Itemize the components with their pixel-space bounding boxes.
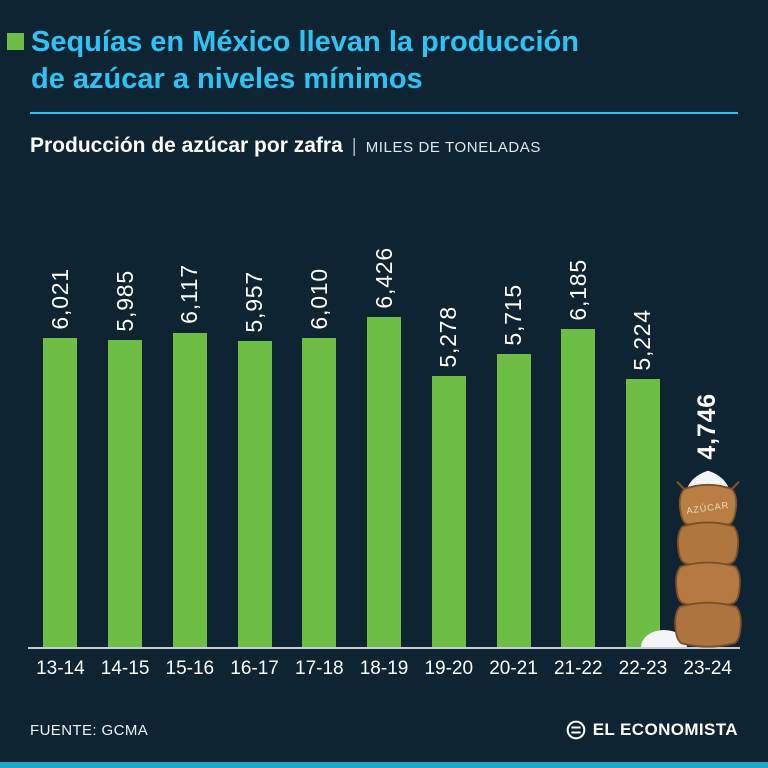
bar-column: 5,715 — [481, 284, 546, 648]
x-tick-label: 20-21 — [489, 658, 538, 680]
title-line-2: de azúcar a niveles mínimos — [31, 62, 423, 95]
source-label: FUENTE: GCMA — [30, 721, 149, 739]
bar-value-label: 6,185 — [564, 258, 591, 321]
x-tick-label: 14-15 — [100, 658, 150, 680]
bar-value-label: 5,957 — [241, 270, 268, 333]
bar-value-label: 5,715 — [500, 283, 526, 346]
x-tick-label: 18-19 — [359, 658, 409, 680]
bar — [625, 379, 660, 648]
accent-square — [7, 33, 24, 50]
el-economista-icon — [566, 720, 586, 740]
sack-ear-left — [675, 480, 685, 490]
bar-value-label: 6,021 — [46, 267, 73, 330]
bar-column: 4,746 AZÚCAR — [673, 392, 742, 648]
bar — [237, 341, 272, 648]
bar — [43, 338, 78, 648]
brand-logo: EL ECONOMISTA — [566, 720, 738, 740]
x-axis-ticks: 13-14 14-15 15-16 16-17 17-18 18-19 19-20 20-21… — [28, 649, 740, 680]
bar-value-label: 5,985 — [111, 269, 138, 332]
chart-plot-area: 6,021 5,985 6,117 5,957 6,010 6,426 5,278 5,715… — [28, 184, 742, 650]
bar — [496, 354, 531, 648]
x-tick-label: 21-22 — [553, 658, 603, 680]
sack-3 — [674, 561, 741, 609]
bar-column: 6,021 — [28, 268, 93, 648]
x-tick-label: 19-20 — [424, 658, 474, 680]
x-tick-label: 16-17 — [230, 658, 279, 680]
footer: FUENTE: GCMA EL ECONOMISTA — [30, 720, 738, 762]
sack-ear-right — [730, 480, 740, 490]
bar-value-label: 5,224 — [629, 308, 656, 371]
bar-column: 6,117 — [157, 264, 222, 648]
chart-units-label: MILES DE TONELADAS — [365, 139, 541, 157]
bar-column: 5,224 — [611, 308, 688, 648]
subtitle-separator: | — [351, 136, 357, 158]
title-line-1: Sequías en México llevan la producción — [31, 26, 579, 58]
x-tick-label: 13-14 — [36, 658, 85, 680]
bottom-accent-strip — [0, 762, 768, 768]
bar-column: 6,010 — [287, 268, 352, 648]
title-divider — [30, 112, 738, 115]
bar-chart: 6,021 5,985 6,117 5,957 6,010 6,426 5,278 5,715… — [28, 184, 742, 680]
bar-column: 5,957 — [222, 271, 287, 648]
sack-4 — [673, 601, 742, 648]
bar — [108, 340, 143, 648]
bar-column: 5,985 — [93, 270, 158, 648]
bar-column: 6,426 — [352, 247, 417, 648]
bar-value-label: 6,010 — [305, 267, 332, 330]
bar-column: 5,278 — [416, 306, 481, 648]
x-tick-label: 22-23 — [618, 658, 668, 680]
chart-subtitle: Producción de azúcar por zafra | MILES D… — [30, 134, 738, 158]
bar-value-label: 4,746 — [693, 392, 722, 460]
sack-2 — [676, 521, 739, 569]
bar-value-label: 6,117 — [176, 264, 203, 325]
x-tick-label: 23-24 — [683, 658, 733, 680]
bar-value-label: 6,426 — [370, 246, 397, 309]
bar-value-label: 5,278 — [435, 305, 462, 368]
chart-title-label: Producción de azúcar por zafra — [30, 134, 343, 158]
bar — [431, 376, 466, 648]
bar — [561, 329, 596, 648]
sugar-mound — [686, 470, 729, 490]
x-tick-label: 17-18 — [295, 658, 344, 680]
sugar-sacks-illustration: AZÚCAR — [673, 470, 742, 648]
page-title: Sequías en México llevan la producción d… — [31, 24, 579, 97]
bar-column: 6,185 — [546, 259, 611, 648]
x-tick-label: 15-16 — [165, 658, 215, 680]
sack-1 — [678, 484, 737, 529]
header: Sequías en México llevan la producción d… — [0, 0, 768, 97]
bar — [302, 338, 337, 648]
brand-name: EL ECONOMISTA — [592, 720, 738, 739]
bar — [367, 317, 402, 648]
bar — [172, 333, 207, 648]
